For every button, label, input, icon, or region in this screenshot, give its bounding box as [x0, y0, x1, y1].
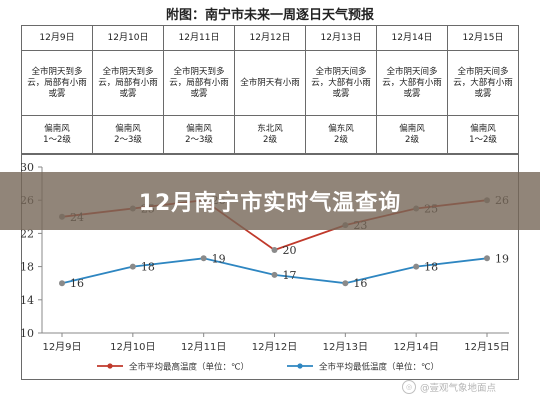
wind-direction: 东北风 [257, 124, 283, 134]
x-tick-label: 12月14日 [393, 341, 438, 353]
page-title: 附图：南宁市未来一周逐日天气预报 [165, 8, 374, 23]
weather-cell: 全市阴天到多云，局部有小雨或雾 [92, 50, 164, 116]
y-tick-label: 18 [21, 261, 34, 274]
high-temp-label: 20 [283, 244, 297, 257]
wind-direction: 偏南风 [470, 124, 496, 134]
x-tick-label: 12月15日 [464, 341, 509, 353]
wind-direction: 偏东风 [328, 124, 354, 134]
date-row: 12月9日 12月10日 12月11日 12月12日 12月13日 12月14日… [21, 25, 519, 51]
y-tick-label: 22 [21, 227, 34, 240]
wind-level: 2～3级 [185, 135, 213, 145]
wind-cell: 偏南风 2级 [376, 115, 448, 155]
date-cell: 12月9日 [21, 25, 93, 51]
wind-level: 2～3级 [114, 135, 142, 145]
watermark: ◎ @壹观气象地面点 [402, 380, 496, 394]
wind-direction: 偏南风 [115, 124, 141, 134]
title-banner: 12月南宁市实时气温查询 [0, 172, 540, 230]
low-temp-label: 18 [424, 261, 438, 274]
low-temp-point [59, 280, 65, 287]
legend-marker [297, 363, 303, 369]
low-temp-point [484, 255, 490, 262]
wind-cell: 偏南风 1～2级 [21, 115, 93, 155]
low-temp-label: 18 [141, 261, 155, 274]
date-cell: 12月13日 [305, 25, 377, 51]
wind-cell: 偏南风 1～2级 [447, 115, 519, 155]
weather-cell: 全市阴天间多云，大部有小雨或雾 [305, 50, 377, 116]
wind-level: 2级 [334, 135, 348, 145]
wind-cell: 东北风 2级 [234, 115, 306, 155]
weather-cell: 全市阴天间多云，大部有小雨或雾 [376, 50, 448, 116]
high-temp-point [271, 247, 278, 253]
low-temp-label: 19 [495, 252, 509, 265]
forecast-table: 12月9日 12月10日 12月11日 12月12日 12月13日 12月14日… [21, 25, 519, 155]
legend-label: 全市平均最高温度（单位：℃） [129, 362, 249, 373]
weather-row: 全市阴天到多云，局部有小雨或雾 全市阴天到多云，局部有小雨或雾 全市阴天到多云，… [21, 50, 519, 116]
x-tick-label: 12月10日 [110, 341, 155, 353]
y-tick-label: 30 [21, 161, 34, 174]
legend-label: 全市平均最低温度（单位：℃） [319, 362, 439, 373]
weather-cell: 全市阴天到多云，局部有小雨或雾 [163, 50, 235, 116]
wind-row: 偏南风 1～2级 偏南风 2～3级 偏南风 2～3级 东北风 2级 偏东风 2级 偏南风 2… [21, 115, 519, 155]
x-tick-label: 12月9日 [42, 341, 81, 353]
wind-direction: 偏南风 [186, 124, 212, 134]
banner-title: 12月南宁市实时气温查询 [138, 191, 402, 216]
low-temp-point [342, 280, 349, 287]
date-cell: 12月15日 [447, 25, 519, 51]
low-temp-label: 19 [212, 252, 226, 265]
legend-marker [107, 363, 113, 369]
y-tick-label: 10 [21, 327, 34, 340]
low-temp-label: 17 [283, 269, 297, 282]
weather-cell: 全市阴天到多云，局部有小雨或雾 [21, 50, 93, 116]
wind-level: 1～2级 [43, 135, 71, 145]
wind-cell: 偏东风 2级 [305, 115, 377, 155]
date-cell: 12月12日 [234, 25, 306, 51]
y-tick-label: 14 [21, 294, 34, 307]
date-cell: 12月14日 [376, 25, 448, 51]
wind-direction: 偏南风 [44, 124, 70, 134]
low-temp-point [413, 263, 420, 270]
weather-cell: 全市阴天间多云，大部有小雨或雾 [447, 50, 519, 116]
wind-cell: 偏南风 2～3级 [163, 115, 235, 155]
wind-level: 2级 [405, 135, 419, 145]
x-tick-label: 12月12日 [252, 341, 297, 353]
wind-level: 2级 [263, 135, 277, 145]
low-temp-label: 16 [70, 277, 84, 290]
wind-cell: 偏南风 2～3级 [92, 115, 164, 155]
low-temp-point [200, 255, 207, 262]
low-temp-point [129, 263, 136, 270]
date-cell: 12月10日 [92, 25, 164, 51]
weibo-icon: ◎ [402, 380, 416, 394]
chart-frame [21, 153, 519, 380]
date-cell: 12月11日 [163, 25, 235, 51]
wind-direction: 偏南风 [399, 124, 425, 134]
wind-level: 1～2级 [469, 135, 497, 145]
low-temp-point [271, 271, 278, 278]
watermark-text: @壹观气象地面点 [420, 383, 497, 394]
x-tick-label: 12月13日 [323, 341, 368, 353]
low-temp-label: 16 [353, 277, 367, 290]
x-tick-label: 12月11日 [181, 341, 226, 353]
weather-cell: 全市阴天有小雨 [234, 50, 306, 116]
